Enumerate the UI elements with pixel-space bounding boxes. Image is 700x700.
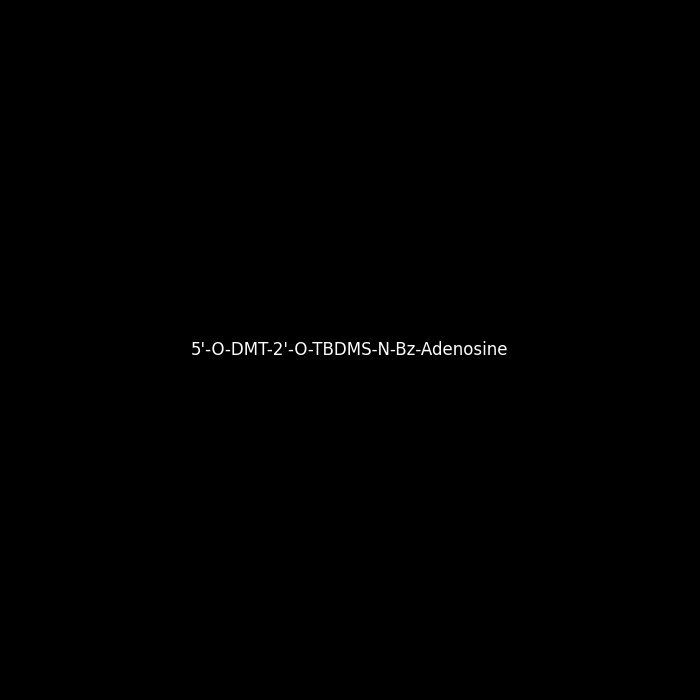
Text: 5'-O-DMT-2'-O-TBDMS-N-Bz-Adenosine: 5'-O-DMT-2'-O-TBDMS-N-Bz-Adenosine: [191, 341, 509, 359]
